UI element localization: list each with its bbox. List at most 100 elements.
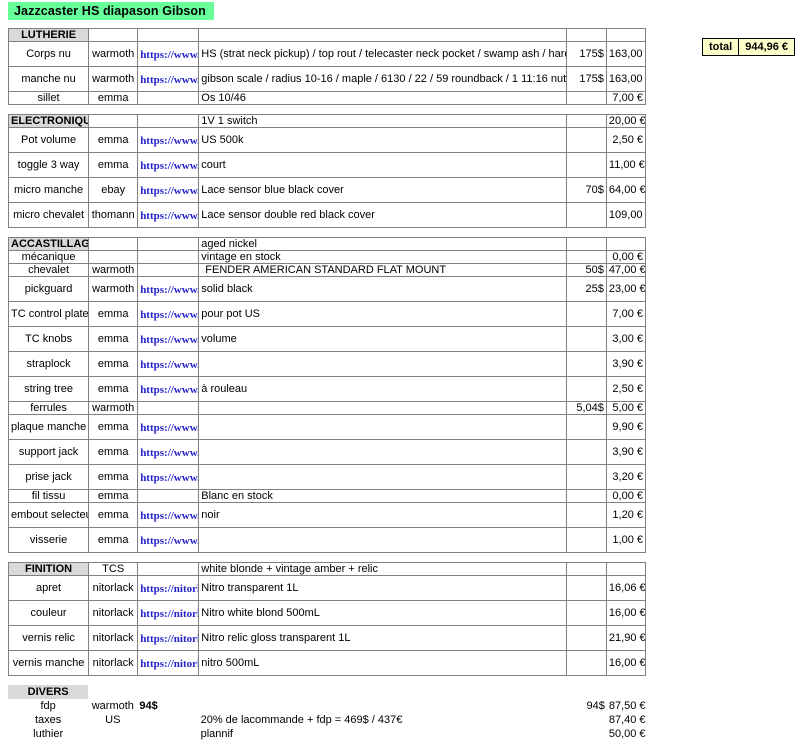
divers-vendor xyxy=(88,685,137,699)
cell-description: Nitro transparent 1L xyxy=(198,575,567,601)
section-vendor xyxy=(88,28,139,42)
cell-price-eur: 16,00 € xyxy=(605,650,647,676)
cell-description: US 500k xyxy=(198,127,567,153)
section-header-row: ACCASTILLAGE aged nickel xyxy=(7,237,647,251)
section-link xyxy=(137,114,200,128)
cell-price-usd: 25$ xyxy=(565,276,607,302)
cell-link[interactable]: https://www.em xyxy=(137,152,200,178)
cell-vendor: nitorlack xyxy=(88,650,139,676)
cell-link[interactable]: https://www.em xyxy=(137,414,200,440)
cell-price-eur: 3,90 € xyxy=(605,439,647,465)
cell-vendor: warmoth xyxy=(91,700,134,712)
cell-price-eur: 3,90 € xyxy=(605,351,647,377)
section-title: LUTHERIE xyxy=(7,28,90,42)
table-row: vernis manchenitorlackhttps://nitorlackn… xyxy=(7,650,647,676)
cell-link[interactable]: https://www.em xyxy=(137,464,200,490)
cell-item-name: couleur xyxy=(7,600,90,626)
cell-vendor: nitorlack xyxy=(88,575,139,601)
cell-vendor: emma xyxy=(88,502,139,528)
cell-description xyxy=(198,439,567,465)
table-row: fil tissu emma Blanc en stock 0,00 € xyxy=(7,489,647,503)
cell-description: noir xyxy=(198,502,567,528)
cell-item-name: fil tissu xyxy=(7,489,90,503)
divers-table: DIVERS fdp warmoth 94$ 94$ 87,50 € taxes US 20% … xyxy=(8,685,646,741)
cell-vendor: warmoth xyxy=(88,66,139,92)
cell-item-name: manche nu xyxy=(7,66,90,92)
cell-vendor: emma xyxy=(88,527,139,553)
cell-description: 20% de lacommande + fdp = 469$ / 437€ xyxy=(200,714,403,726)
cell-link[interactable]: https://www.em xyxy=(137,351,200,377)
cell-price-usd xyxy=(565,127,607,153)
cell-item-name: visserie xyxy=(7,527,90,553)
cell-link[interactable]: https://nitorlack xyxy=(137,575,200,601)
cell-link[interactable]: https://www.thoman xyxy=(137,202,200,228)
cell-price-usd xyxy=(567,713,607,727)
cell-price-usd: 5,04$ xyxy=(565,401,607,415)
cell-price-usd xyxy=(565,250,607,264)
cell-price-eur: 11,00 € xyxy=(605,152,647,178)
cell-link xyxy=(137,250,200,264)
cell-price-usd xyxy=(565,439,607,465)
cell-price-eur: 47,00 € xyxy=(605,263,647,277)
cell-link[interactable]: https://www.warmoth xyxy=(137,41,200,67)
cell-price-usd xyxy=(565,414,607,440)
section-header-row: ELECTRONIQUE 1V 1 switch 20,00 € xyxy=(7,114,647,128)
table-row: micro mancheebayhttps://www.ebay.frLace … xyxy=(7,177,647,203)
cell-description: gibson scale / radius 10-16 / maple / 61… xyxy=(198,66,567,92)
cell-price-usd xyxy=(565,575,607,601)
cell-link[interactable]: https://www.ebay.fr xyxy=(137,177,200,203)
cell-link xyxy=(137,401,200,415)
section-title: FINITION xyxy=(7,562,90,576)
cell-item-name: support jack xyxy=(7,439,90,465)
cell-link[interactable]: https://www.em xyxy=(137,127,200,153)
cell-link[interactable]: https://www.wa xyxy=(137,66,200,92)
section-vendor: TCS xyxy=(88,562,139,576)
cell-description xyxy=(198,351,567,377)
section-header-row: LUTHERIE xyxy=(7,28,647,42)
cell-link xyxy=(137,263,200,277)
cell-description: Lace sensor blue black cover xyxy=(198,177,567,203)
divers-eur xyxy=(607,685,646,699)
cell-item-name: Pot volume xyxy=(7,127,90,153)
cell-price-usd: 70$ xyxy=(565,177,607,203)
cell-description: HS (strat neck pickup) / top rout / tele… xyxy=(198,41,567,67)
cell-description: Os 10/46 xyxy=(198,91,567,105)
cell-vendor: warmoth xyxy=(88,41,139,67)
cell-price-eur: 64,00 € xyxy=(605,177,647,203)
cell-link[interactable]: https://nitorlack xyxy=(137,650,200,676)
cell-link[interactable]: https://www.em xyxy=(137,502,200,528)
cell-description: pour pot US xyxy=(198,301,567,327)
section-link xyxy=(137,28,200,42)
cell-description: à rouleau xyxy=(198,376,567,402)
cell-link[interactable]: https://www.em xyxy=(137,376,200,402)
cell-description: FENDER AMERICAN STANDARD FLAT MOUNT xyxy=(198,263,567,277)
section-usd xyxy=(565,28,607,42)
cell-link[interactable]: https://www.em xyxy=(137,527,200,553)
cell-price-usd xyxy=(565,376,607,402)
section-title: ACCASTILLAGE xyxy=(7,237,90,251)
cell-link[interactable]: https://www.em xyxy=(137,326,200,352)
cell-link[interactable]: https://nitorlack xyxy=(137,600,200,626)
cell-price-eur: 2,50 € xyxy=(605,127,647,153)
cell-link[interactable]: https://www.em xyxy=(137,439,200,465)
cell-link[interactable]: https://nitorlack xyxy=(137,625,200,651)
cell-link[interactable]: https://www.em xyxy=(137,301,200,327)
table-row: vernis relicnitorlackhttps://nitorlackNi… xyxy=(7,625,647,651)
cell-price-eur: 163,00 € xyxy=(605,41,647,67)
cell-price-usd xyxy=(565,502,607,528)
cell-vendor: nitorlack xyxy=(88,600,139,626)
cell-item-name: apret xyxy=(7,575,90,601)
section-usd xyxy=(565,114,607,128)
divers-title: DIVERS xyxy=(8,685,89,699)
cell-description xyxy=(198,414,567,440)
cell-item-name: chevalet xyxy=(7,263,90,277)
cell-link[interactable]: https://www.wa xyxy=(137,276,200,302)
